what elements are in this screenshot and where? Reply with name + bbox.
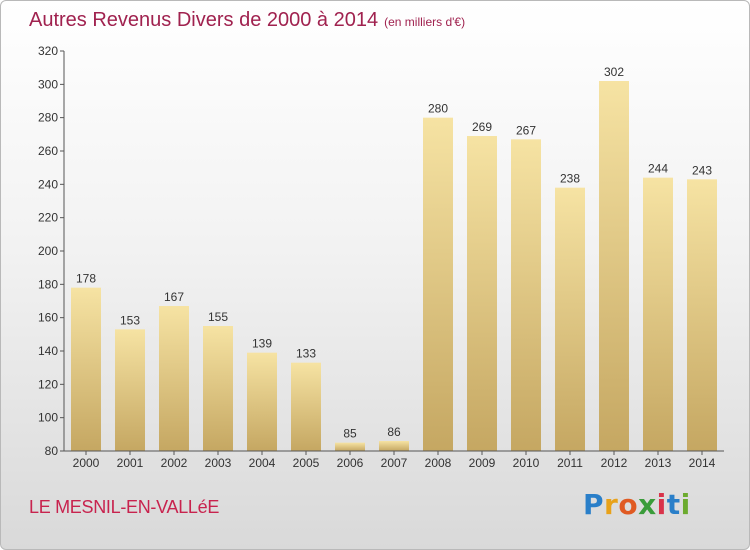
bar [687,179,717,452]
y-tick-label: 260 [38,144,58,158]
y-tick-label: 180 [38,277,58,291]
x-tick-label: 2004 [249,456,276,470]
data-label: 302 [604,65,624,79]
logo-letter: x [638,488,657,521]
x-tick-label: 2005 [293,456,320,470]
bar [335,442,365,451]
data-label: 86 [387,425,401,439]
logo-letter: i [680,488,691,521]
y-tick-label: 160 [38,311,58,325]
proxiti-logo[interactable]: Proxiti [583,488,691,521]
data-label: 243 [692,163,712,177]
x-tick-label: 2014 [689,456,716,470]
bar [379,441,409,451]
x-tick-label: 2008 [425,456,452,470]
x-tick-label: 2000 [73,456,100,470]
bar [71,287,101,451]
data-label: 133 [296,347,316,361]
y-tick-label: 320 [38,44,58,58]
y-tick-label: 280 [38,111,58,125]
y-tick-label: 200 [38,244,58,258]
bar [467,136,497,451]
data-label: 155 [208,310,228,324]
x-tick-label: 2006 [337,456,364,470]
x-tick-label: 2007 [381,456,408,470]
x-tick-label: 2002 [161,456,188,470]
x-tick-label: 2011 [557,456,583,470]
data-label: 244 [648,162,668,176]
chart-subtitle: (en milliers d'€) [384,15,466,29]
data-label: 153 [120,313,140,327]
data-label: 85 [343,427,357,441]
y-tick-label: 220 [38,211,58,225]
data-label: 167 [164,290,184,304]
y-tick-label: 240 [38,177,58,191]
x-tick-label: 2012 [601,456,628,470]
bar [511,139,541,452]
bar [115,329,145,451]
bar [291,362,321,451]
data-label: 267 [516,123,536,137]
y-tick-label: 140 [38,344,58,358]
bar [423,117,453,452]
commune-name: LE MESNIL-EN-VALLéE [29,497,220,517]
bar [247,352,277,451]
y-tick-label: 120 [38,377,58,391]
data-label: 269 [472,120,492,134]
bar [159,306,189,451]
bar [599,81,629,451]
x-tick-label: 2009 [469,456,496,470]
data-label: 280 [428,102,448,116]
y-tick-label: 300 [38,77,58,91]
bar [555,187,585,451]
data-label: 238 [560,172,580,186]
data-label: 139 [252,337,272,351]
logo-letter: t [666,488,681,521]
y-tick-label: 100 [38,411,58,425]
bar [643,177,673,451]
x-tick-label: 2013 [645,456,672,470]
data-label: 178 [76,272,96,286]
x-tick-label: 2010 [513,456,540,470]
logo-letter: r [604,488,619,521]
logo-letter: o [618,488,639,521]
bar [203,326,233,451]
logo-letter: i [656,488,667,521]
logo-letter: P [583,488,605,521]
chart-title-text: Autres Revenus Divers de 2000 à 2014 [29,9,379,31]
chart-title: Autres Revenus Divers de 2000 à 2014 (en … [29,9,465,32]
x-tick-label: 2001 [117,456,144,470]
y-tick-label: 80 [45,444,59,458]
x-tick-label: 2003 [205,456,232,470]
